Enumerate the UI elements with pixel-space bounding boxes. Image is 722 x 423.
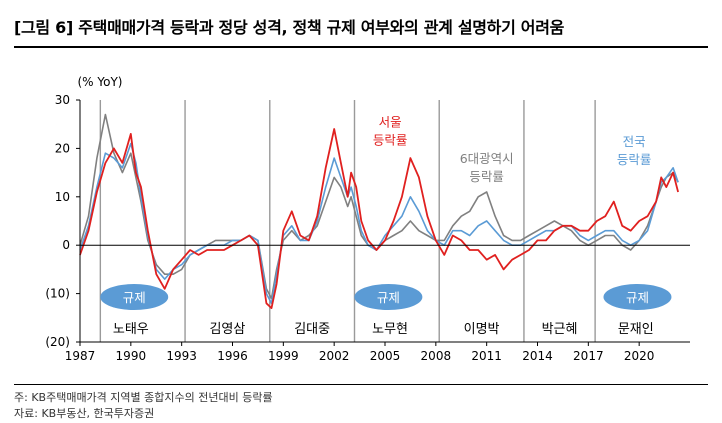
administration-label: 노태우	[113, 322, 149, 337]
x-tick-label: 2014	[522, 349, 553, 363]
regulation-badge-label: 규제	[626, 290, 649, 305]
footer-rule	[14, 384, 708, 385]
regulation-badge-label: 규제	[377, 290, 400, 305]
y-tick-label: (20)	[45, 335, 70, 349]
source-note: 주: KB주택매매가격 지역별 종합지수의 전년대비 등락률	[14, 391, 273, 404]
series-label: 등락률	[373, 133, 408, 148]
x-tick-label: 2005	[370, 349, 401, 363]
y-tick-label: 30	[55, 93, 70, 107]
x-tick-label: 2008	[421, 349, 452, 363]
source-credit: 자료: KB부동산, 한국투자증권	[14, 407, 155, 420]
series-label: 서울	[379, 115, 402, 130]
y-tick-label: 0	[62, 238, 70, 252]
x-tick-label: 2020	[624, 349, 655, 363]
x-tick-label: 2017	[573, 349, 604, 363]
x-tick-label: 1999	[268, 349, 299, 363]
regulation-badge	[354, 284, 423, 310]
administration-label: 이명박	[464, 322, 500, 337]
series-label: 등락률	[617, 152, 652, 167]
administration-label: 김대중	[294, 322, 330, 337]
administration-label: 박근혜	[542, 322, 578, 337]
x-tick-label: 1996	[217, 349, 248, 363]
regulation-badge-label: 규제	[123, 290, 146, 305]
series-line-seoul	[79, 128, 679, 310]
x-tick-label: 2011	[471, 349, 502, 363]
chart-title: [그림 6] 주택매매가격 등락과 정당 성격, 정책 규제 여부와의 관계 설…	[14, 18, 565, 37]
x-tick-label: 1987	[65, 349, 96, 363]
x-tick-label: 1990	[116, 349, 147, 363]
administration-dividers	[99, 100, 596, 342]
series-label: 등락률	[469, 169, 504, 184]
x-tick-label: 1993	[166, 349, 197, 363]
series-label: 전국	[623, 134, 646, 149]
title-rule	[14, 46, 708, 48]
series-label: 6대광역시	[460, 151, 514, 166]
administration-label: 문재인	[618, 322, 654, 337]
administration-label: 김영삼	[209, 322, 245, 337]
administration-label: 노무현	[372, 322, 408, 337]
y-axis-label: (% YoY)	[78, 75, 123, 89]
y-tick-label: 20	[55, 141, 70, 155]
regulation-badge	[100, 284, 169, 310]
chart-axes: 30 20 10 0 (10) (20)1987 1990 1993 1996 1999 2002 2…	[45, 75, 690, 363]
regulation-badge	[603, 284, 672, 310]
x-tick-label: 2002	[319, 349, 350, 363]
y-tick-label: (10)	[45, 287, 70, 301]
y-tick-label: 10	[55, 190, 70, 204]
